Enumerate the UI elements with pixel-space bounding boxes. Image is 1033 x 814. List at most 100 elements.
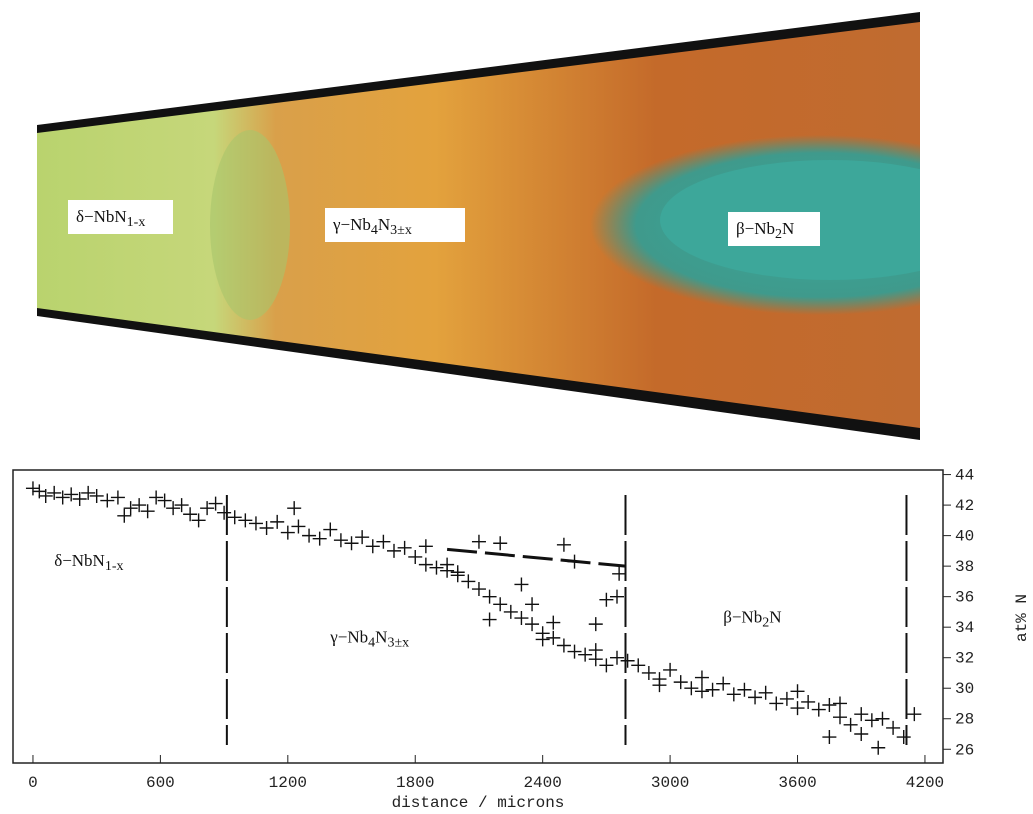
- label-part: N: [782, 219, 794, 238]
- data-point: [833, 696, 847, 710]
- data-point: [706, 683, 720, 697]
- data-point: [281, 526, 295, 540]
- data-point: [833, 710, 847, 724]
- data-point: [514, 611, 528, 625]
- data-point: [865, 713, 879, 727]
- trend-line: [447, 549, 625, 566]
- data-point: [822, 730, 836, 744]
- y-tick-label: 28: [955, 711, 974, 729]
- label-part: δ−NbN: [76, 207, 127, 226]
- data-point: [302, 529, 316, 543]
- data-point: [684, 681, 698, 695]
- data-point: [429, 561, 443, 575]
- data-point: [132, 498, 146, 512]
- label-part: N: [375, 627, 387, 646]
- data-point: [599, 658, 613, 672]
- data-point: [287, 501, 301, 515]
- data-point: [557, 638, 571, 652]
- label-part: 4: [371, 223, 378, 238]
- data-point: [568, 645, 582, 659]
- data-point: [589, 617, 603, 631]
- y-tick-label: 36: [955, 589, 974, 607]
- data-point: [854, 707, 868, 721]
- y-tick-label: 32: [955, 650, 974, 668]
- x-tick-label: 2400: [523, 774, 561, 792]
- label-part: 2: [775, 227, 782, 242]
- data-point: [695, 684, 709, 698]
- y-tick-label: 42: [955, 497, 974, 515]
- label-part: 3±x: [390, 223, 412, 238]
- region-label: β−Nb2N: [723, 608, 781, 631]
- data-point: [313, 532, 327, 546]
- label-part: 4: [368, 635, 375, 650]
- data-point: [546, 616, 560, 630]
- data-point: [716, 677, 730, 691]
- data-point: [483, 613, 497, 627]
- data-point: [557, 538, 571, 552]
- region-label: δ−NbN1-x: [54, 551, 123, 574]
- data-point: [323, 523, 337, 537]
- x-tick-label: 0: [28, 774, 38, 792]
- label-part: 1-x: [127, 215, 146, 230]
- x-tick-label: 3000: [651, 774, 689, 792]
- data-point: [158, 494, 172, 508]
- label-part: 2: [762, 615, 769, 630]
- data-point: [238, 513, 252, 527]
- data-point: [451, 565, 465, 579]
- x-tick-label: 3600: [778, 774, 816, 792]
- y-axis-label: at% N: [1013, 594, 1031, 642]
- y-tick-label: 44: [955, 467, 974, 485]
- data-point: [674, 675, 688, 689]
- y-tick-label: 34: [955, 619, 974, 637]
- y-tick-label: 38: [955, 558, 974, 576]
- data-point: [663, 663, 677, 677]
- data-point: [612, 567, 626, 581]
- data-point: [141, 504, 155, 518]
- data-point: [791, 684, 805, 698]
- data-point: [355, 530, 369, 544]
- data-point: [81, 486, 95, 500]
- data-point: [291, 519, 305, 533]
- data-point: [398, 541, 412, 555]
- label-part: δ−NbN: [54, 551, 105, 570]
- data-point: [514, 577, 528, 591]
- data-point: [504, 605, 518, 619]
- data-point: [844, 718, 858, 732]
- data-point: [610, 590, 624, 604]
- x-tick-label: 600: [146, 774, 175, 792]
- data-point: [387, 544, 401, 558]
- data-point: [26, 481, 40, 495]
- data-point: [525, 597, 539, 611]
- data-point: [408, 550, 422, 564]
- label-part: 1-x: [105, 559, 124, 574]
- data-point: [610, 651, 624, 665]
- data-point: [652, 678, 666, 692]
- figure: δ−NbN1-xγ−Nb4N3±xβ−Nb2N 0600120018002400…: [0, 0, 1033, 814]
- data-point: [345, 536, 359, 550]
- data-point: [886, 721, 900, 735]
- data-point: [111, 490, 125, 504]
- data-point: [493, 536, 507, 550]
- label-part: N: [378, 215, 390, 234]
- x-tick-label: 4200: [906, 774, 944, 792]
- data-point: [419, 539, 433, 553]
- data-point: [525, 617, 539, 631]
- x-tick-label: 1200: [269, 774, 307, 792]
- data-point: [642, 666, 656, 680]
- plot-frame: [13, 470, 943, 763]
- x-tick-label: 1800: [396, 774, 434, 792]
- data-point: [536, 632, 550, 646]
- label-part: γ−Nb: [332, 215, 371, 234]
- data-point: [334, 533, 348, 547]
- data-point: [419, 558, 433, 572]
- data-point: [440, 558, 454, 572]
- label-part: γ−Nb: [329, 627, 368, 646]
- label-part: β−Nb: [723, 608, 762, 627]
- y-tick-label: 40: [955, 528, 974, 546]
- data-point: [875, 712, 889, 726]
- label-part: β−Nb: [736, 219, 775, 238]
- data-point: [175, 498, 189, 512]
- data-point: [801, 695, 815, 709]
